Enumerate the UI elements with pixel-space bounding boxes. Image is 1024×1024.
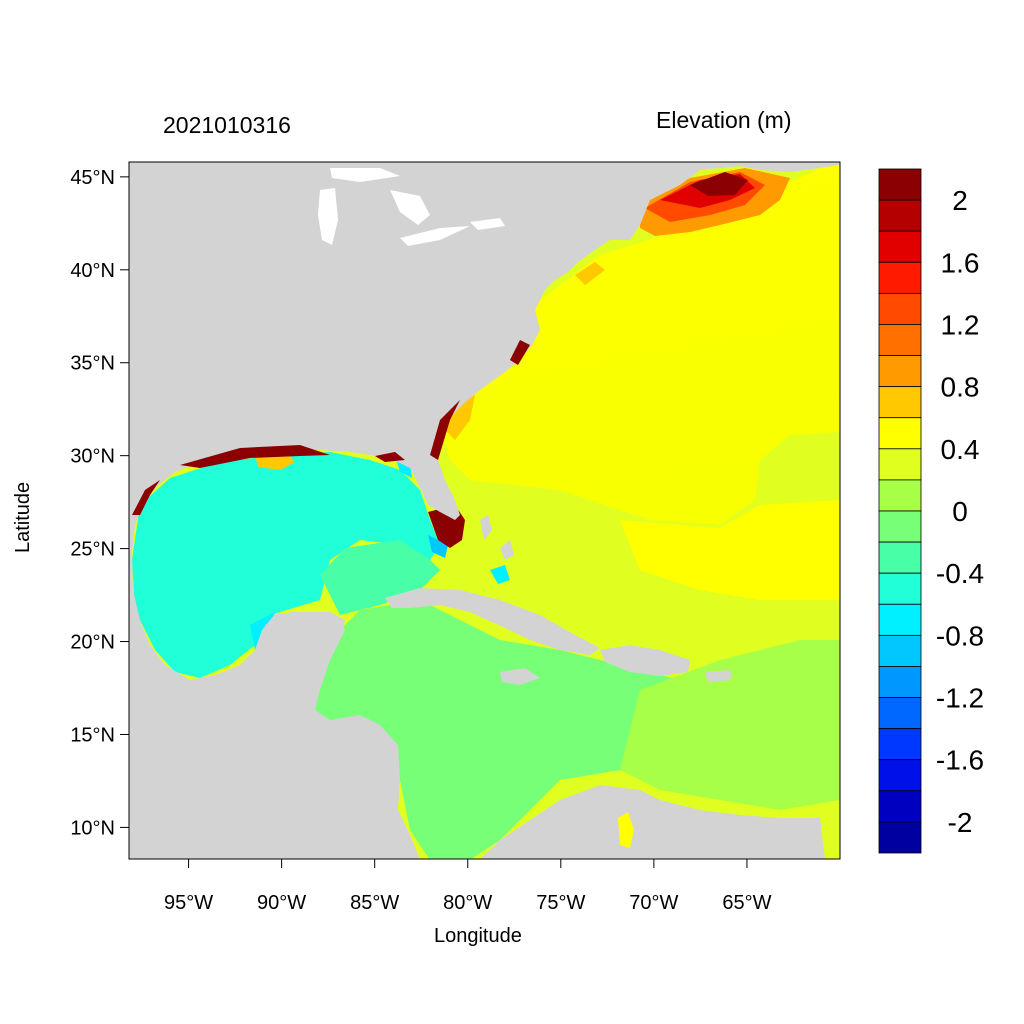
hispaniola-land bbox=[600, 645, 690, 676]
colorbar-segment bbox=[878, 510, 922, 543]
y-tick-label: 15°N bbox=[70, 724, 115, 746]
lake-ontario bbox=[470, 218, 505, 230]
y-ticks: 45°N 40°N 35°N 30°N 25°N 20°N 15°N 10°N bbox=[70, 167, 129, 839]
plot-frame bbox=[128, 161, 841, 860]
mid-atlantic-band bbox=[575, 262, 605, 285]
colorbar-segment bbox=[878, 572, 922, 605]
colorbar-label: 2 bbox=[952, 185, 968, 216]
x-tick-label: 80°W bbox=[443, 892, 492, 914]
colorbar-segment bbox=[878, 168, 922, 201]
x-tick-label: 95°W bbox=[164, 892, 213, 914]
colorbar-label: -1.6 bbox=[936, 745, 984, 776]
lake-erie bbox=[400, 226, 470, 246]
colorbar-segment bbox=[878, 634, 922, 667]
y-tick-label: 20°N bbox=[70, 632, 115, 654]
y-tick-label: 25°N bbox=[70, 539, 115, 561]
y-tick-label: 45°N bbox=[70, 167, 115, 189]
colorbar-segment bbox=[878, 790, 922, 823]
x-tick-label: 65°W bbox=[722, 892, 771, 914]
colorbar-segment bbox=[878, 386, 922, 419]
west-gulf-coast-surge bbox=[132, 480, 160, 515]
land bbox=[129, 162, 840, 859]
map-field bbox=[129, 162, 840, 859]
colorbar-label: 1.2 bbox=[941, 309, 980, 340]
south-america-land bbox=[480, 785, 825, 859]
colorbar-segment bbox=[878, 199, 922, 232]
y-tick-label: 40°N bbox=[70, 260, 115, 282]
jamaica-land bbox=[500, 668, 540, 685]
southeast-coast-surge bbox=[430, 400, 460, 460]
colorbar-segment bbox=[878, 697, 922, 730]
y-tick-label: 30°N bbox=[70, 446, 115, 468]
colorbar-segment bbox=[878, 230, 922, 263]
colorbar-label: 0.8 bbox=[941, 372, 980, 403]
colorbar bbox=[878, 168, 922, 854]
great-lakes bbox=[318, 168, 505, 246]
colorbar-segment bbox=[878, 292, 922, 325]
colorbar-segment bbox=[878, 821, 922, 854]
north-gulf-coast-surge bbox=[180, 445, 330, 468]
lake-huron bbox=[390, 190, 430, 225]
bahamas-land-2 bbox=[500, 540, 514, 560]
y-tick-label: 10°N bbox=[70, 817, 115, 839]
colorbar-segment bbox=[878, 541, 922, 574]
colorbar-label: -2 bbox=[948, 807, 973, 838]
caribbean-field bbox=[310, 600, 700, 859]
x-tick-label: 90°W bbox=[257, 892, 306, 914]
colorbar-segment bbox=[878, 324, 922, 356]
gulf-field bbox=[132, 452, 440, 678]
colorbar-label: -1.2 bbox=[936, 683, 984, 714]
colorbar-segment bbox=[878, 417, 922, 450]
colorbar-labels: 2 1.6 1.2 0.8 0.4 0 -0.4 -0.8 -1.2 -1.6 -2 bbox=[936, 185, 984, 838]
lake-michigan bbox=[318, 188, 338, 245]
east-coast-band bbox=[440, 395, 475, 440]
colorbar-label: 1.6 bbox=[941, 247, 980, 278]
caribbean-east-field bbox=[620, 640, 840, 810]
north-america-land bbox=[129, 162, 840, 859]
gulf-south-field bbox=[320, 540, 440, 615]
x-axis-label: Longitude bbox=[434, 925, 522, 947]
colorbar-segment bbox=[878, 479, 922, 512]
gulf-coast-surge bbox=[132, 340, 530, 515]
cuba-land bbox=[385, 588, 600, 655]
timestamp-title: 2021010316 bbox=[163, 112, 291, 138]
big-bend-surge bbox=[375, 452, 405, 462]
colorbar-segment bbox=[878, 759, 922, 792]
x-tick-label: 75°W bbox=[536, 892, 585, 914]
y-tick-label: 35°N bbox=[70, 353, 115, 375]
bahamas-land bbox=[480, 515, 492, 540]
colorbar-segment bbox=[878, 666, 922, 698]
colorbar-segment bbox=[878, 448, 922, 481]
x-ticks: 95°W 90°W 85°W 80°W 75°W 70°W 65°W bbox=[164, 859, 772, 914]
variable-title: Elevation (m) bbox=[656, 107, 792, 133]
florida-keys-low-field bbox=[428, 535, 448, 558]
atlantic-high-field bbox=[440, 162, 840, 525]
x-tick-label: 70°W bbox=[629, 892, 678, 914]
lake-superior bbox=[330, 168, 400, 182]
atlantic-mid-field bbox=[620, 500, 840, 600]
chesapeake-surge bbox=[510, 340, 530, 365]
puerto-rico-land bbox=[705, 670, 732, 682]
colorbar-segment bbox=[878, 355, 922, 388]
colorbar-label: 0 bbox=[952, 496, 968, 527]
colorbar-label: -0.4 bbox=[936, 558, 984, 589]
gulf-of-maine-surge-3 bbox=[690, 172, 748, 196]
lake-maracaibo bbox=[618, 812, 634, 848]
colorbar-label: 0.4 bbox=[941, 434, 980, 465]
colorbar-segment bbox=[878, 728, 922, 761]
colorbar-segment bbox=[878, 261, 922, 294]
x-tick-label: 85°W bbox=[350, 892, 399, 914]
yucatan-land bbox=[265, 612, 345, 660]
colorbar-label: -0.8 bbox=[936, 620, 984, 651]
bahamas-low-field bbox=[490, 565, 510, 584]
colorbar-segment bbox=[878, 603, 922, 636]
